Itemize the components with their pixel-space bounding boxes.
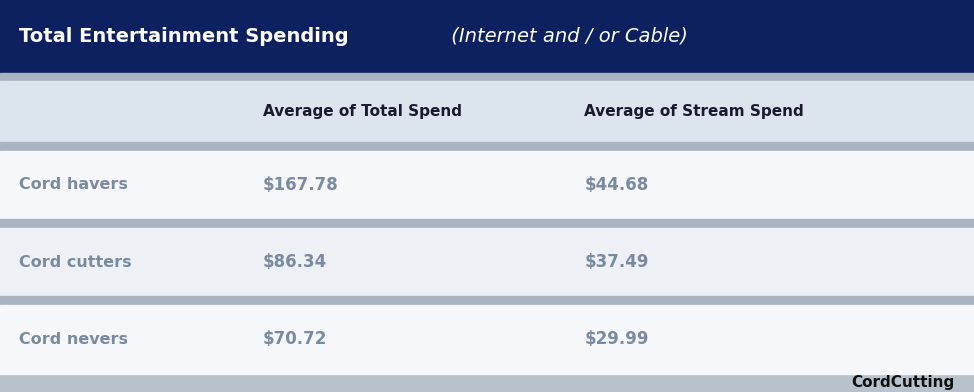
- Bar: [0, 228, 974, 296]
- Text: $44.68: $44.68: [584, 176, 649, 194]
- Text: Total Entertainment Spending: Total Entertainment Spending: [19, 27, 349, 46]
- Text: Average of Stream Spend: Average of Stream Spend: [584, 104, 805, 119]
- Text: Average of Total Spend: Average of Total Spend: [263, 104, 462, 119]
- Text: (Internet and / or Cable): (Internet and / or Cable): [445, 27, 688, 46]
- Bar: [0, 305, 974, 374]
- Text: $86.34: $86.34: [263, 253, 327, 271]
- Bar: [0, 219, 974, 228]
- Text: Cord cutters: Cord cutters: [19, 254, 132, 270]
- Text: Cord havers: Cord havers: [19, 177, 129, 192]
- Bar: [0, 81, 974, 142]
- Bar: [0, 142, 974, 151]
- Bar: [0, 151, 974, 219]
- Bar: [0, 0, 974, 73]
- Bar: [0, 73, 974, 81]
- Text: $167.78: $167.78: [263, 176, 339, 194]
- Text: $70.72: $70.72: [263, 330, 327, 348]
- Text: Cord nevers: Cord nevers: [19, 332, 129, 347]
- Text: CordCutting: CordCutting: [851, 375, 955, 390]
- Bar: [0, 296, 974, 305]
- Text: $29.99: $29.99: [584, 330, 649, 348]
- Text: $37.49: $37.49: [584, 253, 649, 271]
